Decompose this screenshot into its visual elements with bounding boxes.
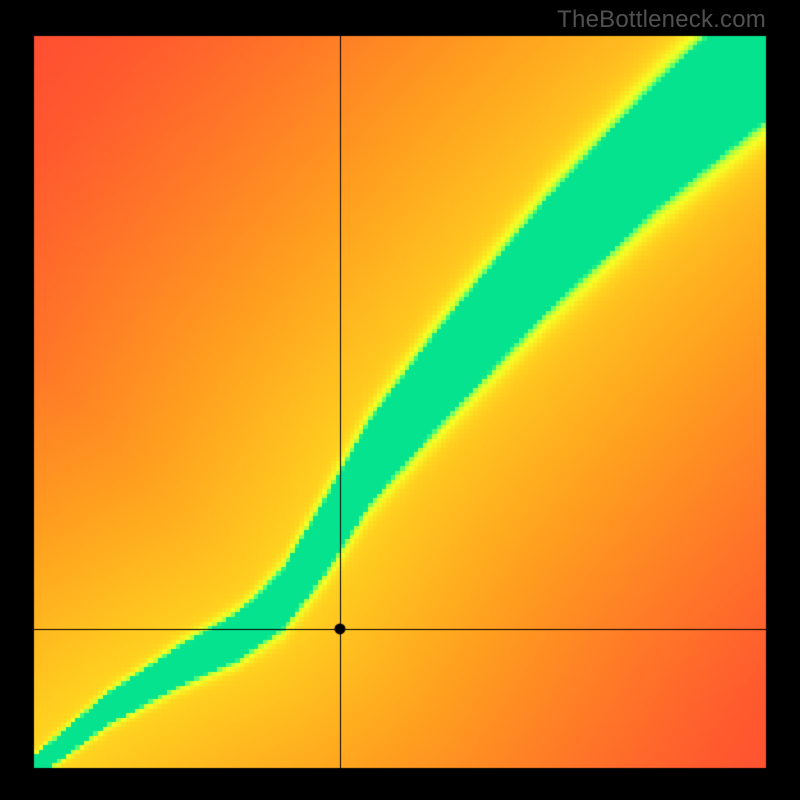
- heatmap-canvas: [0, 0, 800, 800]
- chart-container: TheBottleneck.com: [0, 0, 800, 800]
- watermark-text: TheBottleneck.com: [557, 6, 766, 34]
